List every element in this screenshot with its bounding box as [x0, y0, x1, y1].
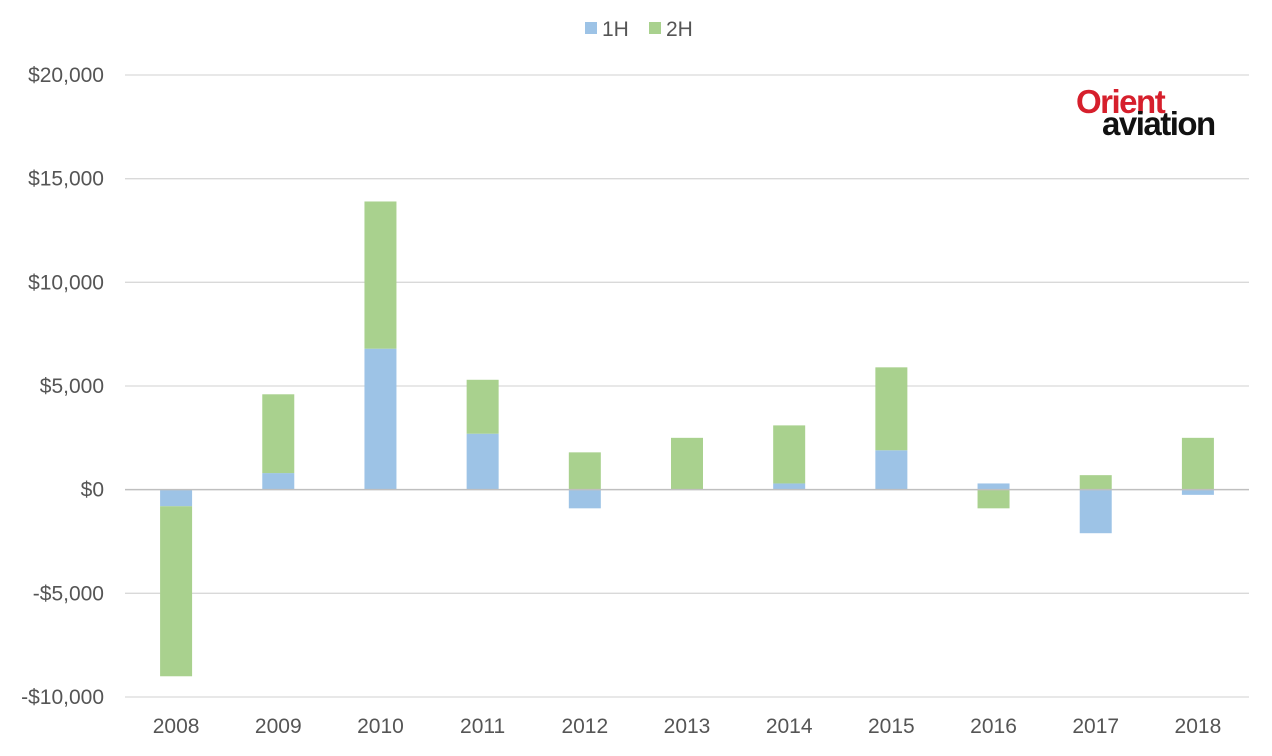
legend-label-2h: 2H: [666, 18, 693, 41]
bar-2h-2009: [262, 394, 295, 474]
legend-swatch-1h: [585, 22, 597, 34]
x-tick-label: 2018: [1175, 715, 1222, 738]
bar-2h-2017: [1079, 475, 1112, 490]
bar-1h-2015: [875, 450, 908, 490]
bar-1h-2018: [1181, 489, 1214, 495]
bar-1h-2009: [262, 473, 295, 490]
y-tick-label: $20,000: [28, 64, 104, 87]
x-tick-label: 2010: [357, 715, 404, 738]
x-tick-label: 2009: [255, 715, 302, 738]
axes: -$10,000 -$5,000 $0 $5,000 $10,000 $15,000 $20…: [21, 64, 1249, 738]
x-tick-label: 2012: [561, 715, 608, 738]
bar-2h-2014: [773, 425, 806, 484]
y-tick-label: $0: [81, 479, 104, 502]
x-tick-label: 2017: [1072, 715, 1119, 738]
x-tick-label: 2013: [664, 715, 711, 738]
logo-line-2: aviation: [1102, 105, 1216, 142]
x-tick-label: 2014: [766, 715, 813, 738]
bar-2h-2010: [364, 201, 397, 349]
y-tick-label: $10,000: [28, 271, 104, 294]
gridlines: [125, 74, 1249, 698]
bar-1h-2014: [773, 483, 806, 490]
legend-label-1h: 1H: [602, 18, 629, 41]
logo-line-1: Orient: [1076, 83, 1166, 120]
bar-1h-2008: [160, 489, 193, 507]
bar-1h-2016: [977, 483, 1010, 490]
y-tick-label: -$10,000: [21, 686, 104, 709]
x-tick-label: 2016: [970, 715, 1017, 738]
bar-1h-2011: [466, 433, 499, 490]
y-tick-label: $15,000: [28, 168, 104, 191]
bar-2h-2013: [671, 437, 703, 490]
bars: [160, 201, 1214, 677]
bar-2h-2011: [466, 379, 499, 434]
x-tick-label: 2008: [153, 715, 200, 738]
bar-2h-2012: [568, 452, 601, 490]
bar-1h-2012: [568, 489, 601, 509]
bar-1h-2010: [364, 348, 397, 490]
y-tick-label: $5,000: [40, 375, 104, 398]
x-tick-label: 2011: [460, 715, 505, 738]
bar-2h-2016: [977, 489, 1010, 509]
x-tick-label: 2015: [868, 715, 915, 738]
bar-2h-2015: [875, 367, 908, 451]
orient-aviation-logo: Orient aviation: [1072, 84, 1254, 142]
legend: 1H 2H: [585, 18, 693, 41]
bar-1h-2017: [1079, 489, 1112, 534]
bar-2h-2008: [160, 506, 193, 677]
bar-2h-2018: [1181, 437, 1214, 490]
y-tick-label: -$5,000: [33, 582, 104, 605]
legend-swatch-2h: [649, 22, 661, 34]
